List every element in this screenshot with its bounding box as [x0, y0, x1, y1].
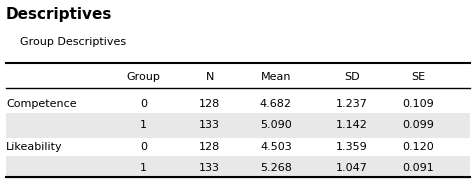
Text: 0.120: 0.120	[402, 142, 434, 152]
Text: SD: SD	[344, 72, 359, 82]
Text: 1: 1	[140, 120, 147, 130]
Text: 0: 0	[140, 142, 147, 152]
Text: 0.091: 0.091	[402, 163, 434, 173]
Bar	[6, 113, 470, 138]
Text: N: N	[206, 72, 214, 82]
Text: 1.142: 1.142	[336, 120, 367, 130]
Text: 5.090: 5.090	[260, 120, 292, 130]
Text: Group Descriptives: Group Descriptives	[20, 37, 127, 47]
Text: 133: 133	[199, 120, 220, 130]
Text: Mean: Mean	[260, 72, 291, 82]
Text: 1: 1	[140, 163, 147, 173]
Text: 5.268: 5.268	[260, 163, 292, 173]
Text: 1.237: 1.237	[336, 99, 367, 109]
Text: 4.503: 4.503	[260, 142, 292, 152]
Text: 128: 128	[199, 99, 220, 109]
Text: 1.359: 1.359	[336, 142, 367, 152]
Text: Descriptives: Descriptives	[6, 7, 112, 22]
Text: 128: 128	[199, 142, 220, 152]
Text: Group: Group	[127, 72, 160, 82]
Text: 0.109: 0.109	[402, 99, 434, 109]
Bar	[6, 156, 470, 180]
Text: 4.682: 4.682	[260, 99, 292, 109]
Text: 133: 133	[199, 163, 220, 173]
Text: Likeability: Likeability	[6, 142, 63, 152]
Text: 1.047: 1.047	[336, 163, 367, 173]
Text: SE: SE	[411, 72, 425, 82]
Text: 0: 0	[140, 99, 147, 109]
Text: Competence: Competence	[6, 99, 77, 109]
Text: 0.099: 0.099	[402, 120, 434, 130]
